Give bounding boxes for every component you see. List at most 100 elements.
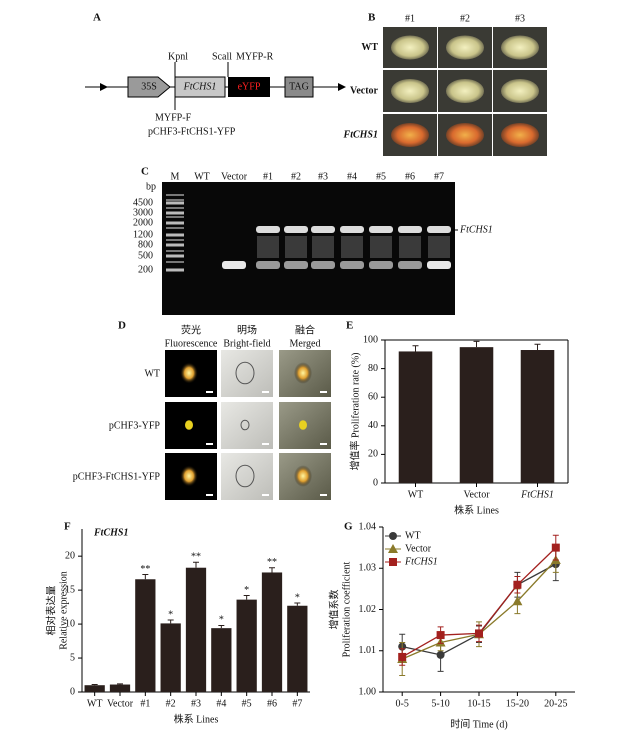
point <box>436 650 445 659</box>
y-tick-label: 1.04 <box>359 521 377 532</box>
ladder-label: 3000 <box>133 207 153 218</box>
y-tick-label: 1.01 <box>359 645 377 656</box>
x-tick-label: FtCHS1 <box>520 489 554 500</box>
x-tick-label: Vector <box>107 698 134 709</box>
cell <box>294 465 312 487</box>
legend-label: FtCHS1 <box>404 556 438 567</box>
scale-bar <box>320 494 327 496</box>
ladder-band <box>166 233 184 237</box>
y-tick-label: 20 <box>65 550 75 561</box>
ladder-band <box>166 221 184 225</box>
callus <box>391 35 429 60</box>
callus <box>446 79 484 103</box>
cell <box>235 464 255 488</box>
y-tick-label: 80 <box>368 363 378 374</box>
callus <box>501 35 539 60</box>
ladder-band <box>166 268 184 272</box>
y-axis-label: 增值系数 <box>327 590 340 630</box>
gel-band <box>340 226 364 233</box>
column-label: #2 <box>460 13 470 24</box>
callus <box>446 35 484 60</box>
cell <box>235 361 255 385</box>
bar <box>261 572 283 692</box>
gel-band <box>284 226 308 233</box>
lane-label: Vector <box>221 171 248 182</box>
gel-band <box>340 261 364 269</box>
x-tick-label: #2 <box>166 698 176 709</box>
gene-box <box>174 76 226 98</box>
ladder-band <box>166 207 184 209</box>
significance: * <box>219 615 224 626</box>
bar <box>185 567 207 692</box>
cell <box>180 362 198 384</box>
lane-label: #2 <box>291 171 301 182</box>
panel-label: C <box>141 166 149 178</box>
point <box>389 558 397 566</box>
y-tick-label: 1.00 <box>359 686 377 697</box>
column-label: 融合 <box>295 323 315 336</box>
y-tick-label: 10 <box>65 618 75 629</box>
gel-band <box>311 261 335 269</box>
column-label: #3 <box>515 13 525 24</box>
callus <box>501 123 539 147</box>
x-axis-label: 株系 Lines <box>174 712 219 725</box>
bar <box>520 350 555 483</box>
column-label: #1 <box>405 13 415 24</box>
x-tick-label: #5 <box>242 698 252 709</box>
ladder-band <box>166 201 184 205</box>
y-tick-label: 20 <box>368 449 378 460</box>
lane-label: M <box>171 171 180 182</box>
gel-smear <box>341 236 363 258</box>
primer: MYFP-R <box>236 51 274 62</box>
scale-bar <box>262 443 269 445</box>
gel-smear <box>257 236 279 258</box>
site: Scall <box>212 51 232 62</box>
row-label: pCHF3-FtCHS1-YFP <box>73 471 161 482</box>
gel-smear <box>428 236 450 258</box>
ladder-label: 800 <box>138 239 153 250</box>
scale-bar <box>206 391 213 393</box>
column-label: Fluorescence <box>165 338 218 349</box>
bar <box>84 685 105 692</box>
x-tick-label: 5-10 <box>431 698 449 709</box>
x-axis-label: 时间 Time (d) <box>450 717 507 730</box>
gel-smear <box>370 236 392 258</box>
x-tick-label: Vector <box>463 489 490 500</box>
ladder-label: 1200 <box>133 229 153 240</box>
column-label: 明场 <box>237 323 257 336</box>
x-tick-label: WT <box>87 698 103 709</box>
y-tick-label: 15 <box>65 584 75 595</box>
significance: * <box>168 609 173 620</box>
point <box>388 544 398 553</box>
x-tick-label: 10-15 <box>467 698 490 709</box>
ladder-band <box>166 243 184 247</box>
y-tick-label: 1.03 <box>359 563 377 574</box>
panel-label: D <box>118 320 126 332</box>
callus <box>446 123 484 147</box>
significance: ** <box>140 564 150 575</box>
site: Kpnl <box>168 51 188 62</box>
lane-label: #1 <box>263 171 273 182</box>
ladder-band <box>166 194 184 196</box>
point <box>513 580 522 589</box>
gel-band <box>256 261 280 269</box>
error-bar <box>167 619 174 624</box>
y-axis-label: Relative expression <box>58 571 69 650</box>
error-bar <box>412 345 419 352</box>
promoter: 35S <box>141 81 157 92</box>
ladder-label: 2000 <box>133 217 153 228</box>
y-tick-label: 0 <box>70 686 75 697</box>
y-tick-label: 5 <box>70 652 75 663</box>
panel-label: G <box>344 521 353 533</box>
gel-band <box>369 226 393 233</box>
cell <box>294 362 312 384</box>
gel-band <box>369 261 393 269</box>
ladder-band <box>166 250 184 252</box>
gel-band <box>427 261 451 269</box>
callus <box>391 79 429 103</box>
row-label: FtCHS1 <box>343 129 378 140</box>
gel-band <box>398 261 422 269</box>
y-tick-label: 100 <box>363 334 378 345</box>
ladder-band <box>166 211 184 215</box>
